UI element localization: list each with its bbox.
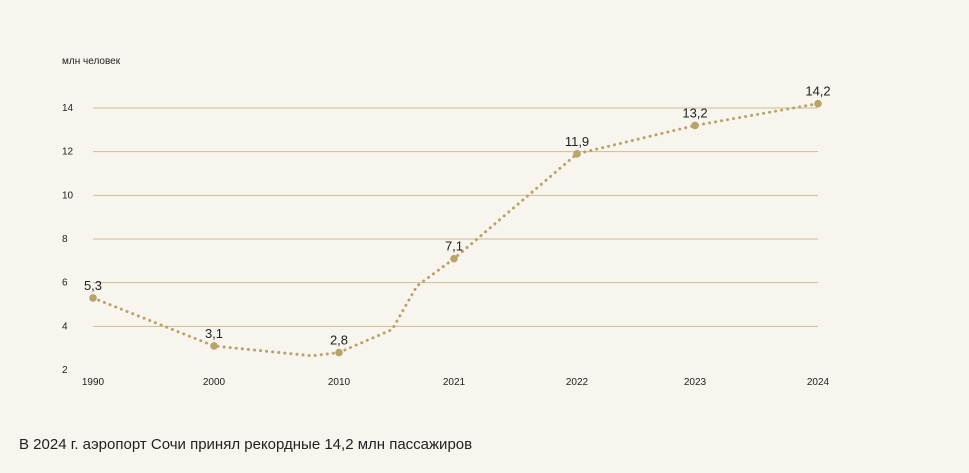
data-label: 3,1 [205,326,223,341]
data-point [573,150,581,158]
data-point [450,254,458,263]
x-tick-labels: 1990 2000 2010 2021 2022 2023 2024 [82,377,830,388]
y-axis-label: млн человек [62,56,121,67]
y-tick-label: 10 [62,190,74,201]
data-label: 11,9 [565,134,589,149]
y-tick-label: 4 [62,321,68,332]
y-tick-label: 12 [62,147,74,158]
data-point [814,99,822,108]
series-line [91,102,820,358]
data-label: 2,8 [330,333,348,348]
data-point [210,342,218,350]
y-tick-label: 8 [62,234,68,245]
x-tick-label: 1990 [82,377,105,388]
x-tick-label: 2000 [203,377,226,388]
data-label: 5,3 [84,278,102,293]
data-point [89,294,97,302]
y-tick-label: 14 [62,103,74,114]
x-tick-label: 2023 [684,377,707,388]
data-label: 14,2 [805,84,830,99]
series-line-group [91,102,820,358]
data-label: 7,1 [445,239,463,254]
gridlines [93,107,818,327]
data-point [691,121,699,130]
chart-caption: В 2024 г. аэропорт Сочи принял рекордные… [19,436,473,453]
x-tick-label: 2010 [328,377,351,388]
x-tick-label: 2022 [566,377,589,388]
data-label: 13,2 [682,105,707,120]
y-tick-label: 2 [62,365,68,376]
x-tick-label: 2024 [807,377,830,388]
y-tick-label: 6 [62,278,68,289]
data-labels: 5,3 3,1 2,8 7,1 11,9 13,2 14,2 [84,84,831,348]
data-point [335,348,343,357]
data-points [89,99,822,357]
y-tick-labels: 2 4 6 8 10 12 14 [62,103,74,376]
x-tick-label: 2021 [443,377,466,388]
